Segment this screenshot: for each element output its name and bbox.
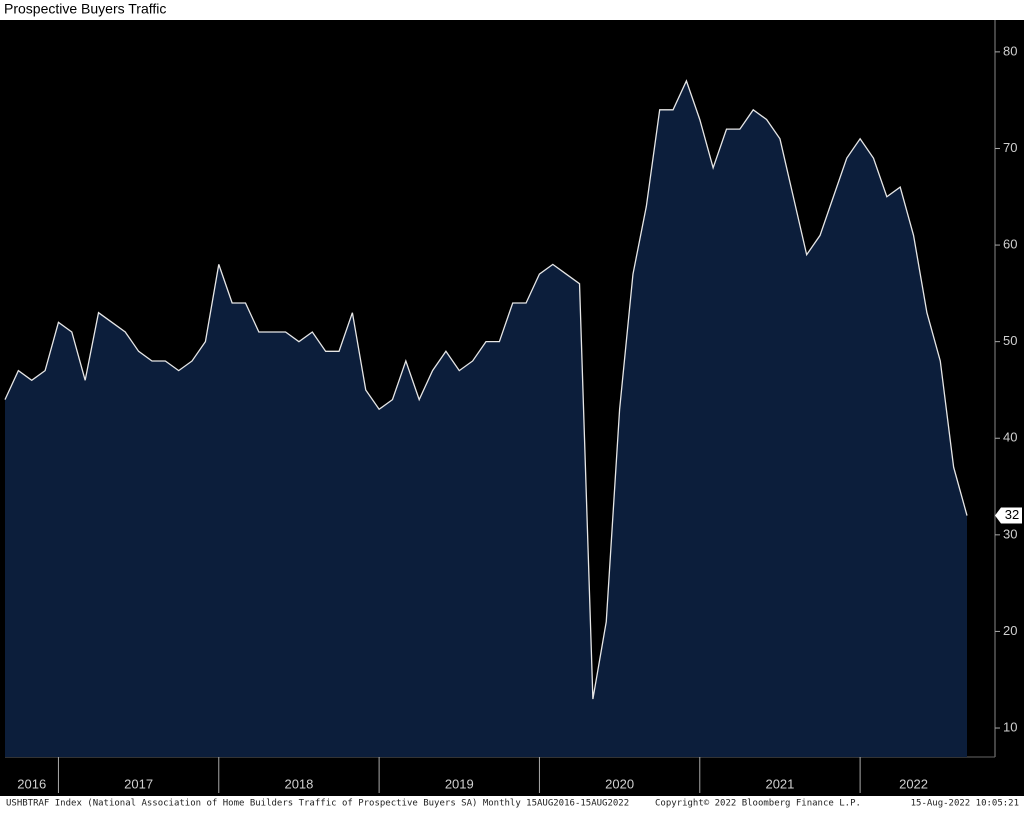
footer-timestamp: 15-Aug-2022 10:05:21 xyxy=(911,799,1019,809)
footer-source: USHBTRAF Index (National Association of … xyxy=(6,799,629,809)
last-value-label: 32 xyxy=(1005,507,1019,522)
y-tick-label: 10 xyxy=(1003,719,1017,734)
area xyxy=(5,80,967,757)
last-value-box xyxy=(995,507,1022,524)
y-tick-label: 30 xyxy=(1003,526,1017,541)
x-tick-label: 2021 xyxy=(765,776,794,791)
y-tick-label: 20 xyxy=(1003,623,1017,638)
line xyxy=(4,79,968,700)
x-tick-label: 2020 xyxy=(605,776,634,791)
x-tick-label: 2019 xyxy=(445,776,474,791)
x-tick-label: 2016 xyxy=(17,776,46,791)
y-tick-label: 70 xyxy=(1003,140,1017,155)
y-tick-label: 60 xyxy=(1003,236,1017,251)
y-tick-label: 50 xyxy=(1003,333,1017,348)
x-tick-label: 2017 xyxy=(124,776,153,791)
y-tick-label: 80 xyxy=(1003,43,1017,58)
x-tick-label: 2022 xyxy=(899,776,928,791)
chart-title: Prospective Buyers Traffic xyxy=(4,1,166,17)
y-tick-label: 40 xyxy=(1003,430,1017,445)
x-tick-label: 2018 xyxy=(284,776,313,791)
footer-copyright: Copyright© 2022 Bloomberg Finance L.P. xyxy=(655,799,861,809)
